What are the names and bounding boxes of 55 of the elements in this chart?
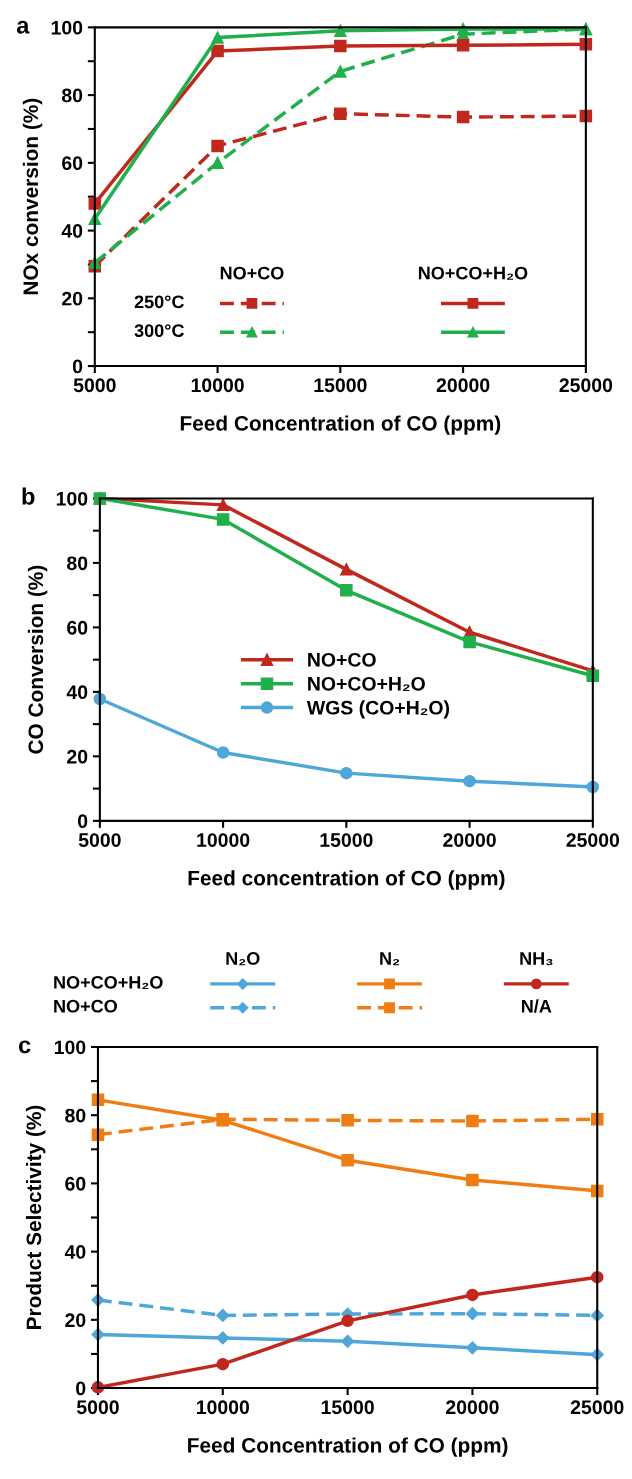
- y-tick-label: 60: [67, 620, 88, 635]
- y-tick-label: 40: [61, 224, 83, 238]
- text: N₂O: [226, 952, 260, 966]
- x-axis-title: Feed Concentration of CO (ppm): [180, 415, 501, 435]
- y-tick-label: 20: [62, 291, 83, 306]
- y-tick-label: 40: [64, 1245, 86, 1259]
- y-tick-label: 100: [51, 20, 83, 35]
- legend-label: WGS (CO+H₂O): [306, 700, 450, 719]
- annotation: NO+CO+H₂O: [418, 266, 528, 280]
- x-tick-label: 15000: [321, 1400, 374, 1415]
- y-tick-label: 20: [67, 749, 88, 764]
- y-axis-title: Product Selectivity (%): [25, 1105, 46, 1329]
- x-tick-label: 10000: [191, 378, 244, 393]
- y-tick-label: 80: [61, 88, 83, 103]
- y-tick-label: 0: [76, 1381, 86, 1396]
- y-tick-label: 80: [65, 1108, 86, 1123]
- legend-label: NO+CO: [308, 652, 376, 667]
- annotation: 300°C: [134, 324, 184, 338]
- chart-title: b: [22, 487, 35, 505]
- y-tick-label: 20: [65, 1313, 86, 1328]
- text: N/A: [521, 999, 552, 1013]
- x-tick-label: 25000: [566, 833, 620, 847]
- y-tick-label: 100: [54, 1040, 86, 1055]
- y-axis-title: CO Conversion (%): [27, 565, 48, 754]
- text: NO+CO+H₂O: [54, 975, 163, 990]
- text: NO+CO: [54, 999, 117, 1013]
- x-tick-label: 25000: [570, 1400, 624, 1415]
- y-tick-label: 60: [65, 1176, 86, 1191]
- annotation: 250°C: [134, 295, 184, 309]
- annotation: NO+CO: [220, 266, 284, 280]
- x-tick-label: 5000: [78, 833, 121, 847]
- y-tick-label: 100: [56, 491, 88, 506]
- x-tick-label: 15000: [314, 378, 367, 393]
- x-tick-label: 20000: [436, 378, 490, 393]
- text: NH₃: [520, 952, 553, 966]
- y-tick-label: 0: [78, 814, 88, 829]
- x-tick-label: 10000: [197, 833, 250, 847]
- x-axis-title: Feed Concentration of CO (ppm): [188, 1437, 508, 1457]
- x-tick-label: 5000: [73, 378, 116, 393]
- x-tick-label: 20000: [446, 1400, 499, 1415]
- y-tick-label: 60: [62, 156, 83, 171]
- y-tick-label: 80: [67, 556, 88, 571]
- chart-title: c: [19, 1040, 31, 1054]
- legend-label: NO+CO+H₂O: [308, 676, 425, 692]
- text: N₂: [380, 952, 400, 966]
- x-tick-label: 20000: [443, 833, 496, 847]
- chart-title: a: [16, 20, 30, 34]
- x-tick-label: 10000: [196, 1400, 250, 1415]
- y-tick-label: 0: [72, 359, 83, 374]
- x-tick-label: 5000: [76, 1400, 119, 1415]
- y-axis-title: NOx conversion (%): [22, 98, 43, 295]
- y-tick-label: 40: [66, 685, 88, 700]
- x-axis-title: Feed concentration of CO (ppm): [188, 870, 505, 890]
- x-tick-label: 15000: [320, 833, 373, 847]
- x-tick-label: 25000: [559, 378, 613, 393]
